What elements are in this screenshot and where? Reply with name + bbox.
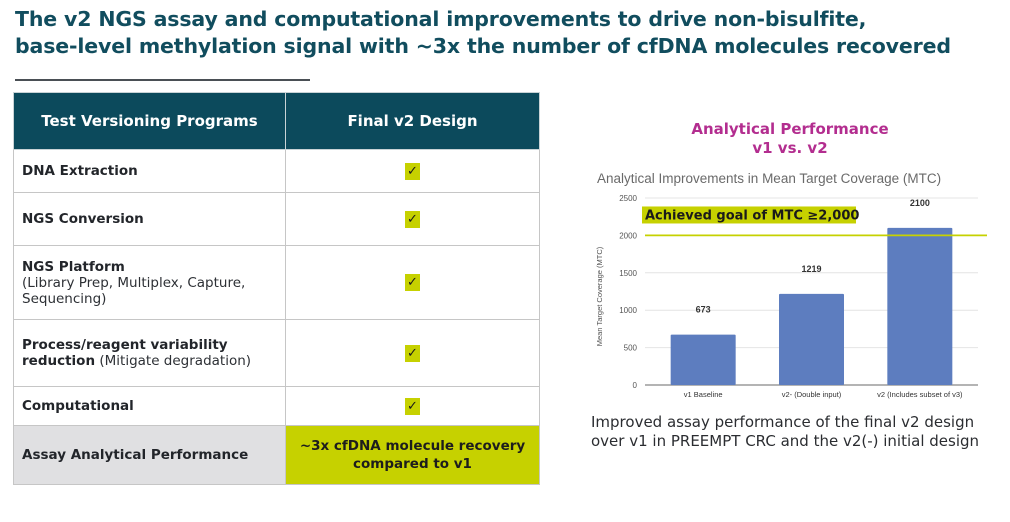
table-row: NGS Conversion ✓ (13, 192, 540, 246)
x-tick-label: v2- (Double input) (782, 390, 842, 399)
chart-panel-heading-line-1: Analytical Performance (691, 120, 889, 138)
y-tick-label: 1000 (619, 306, 637, 315)
data-label: 1219 (801, 264, 821, 274)
program-cell: Computational (13, 386, 286, 426)
header-final-design: Final v2 Design (285, 92, 540, 150)
program-cell: NGS Platform (Library Prep, Multiplex, C… (13, 245, 286, 320)
chart-labels: 0 500 1000 1500 2000 2500 Mean Target Coverage… (595, 194, 963, 399)
goal-label-background (642, 206, 856, 224)
table-row: DNA Extraction ✓ (13, 149, 540, 193)
summary-value-line-1: ~3x cfDNA molecule recovery (299, 438, 526, 454)
goal-label: Achieved goal of MTC ≥2,000 (645, 208, 859, 223)
program-name: DNA Extraction (22, 163, 138, 179)
table-row: Process/reagent variability reduction (M… (13, 319, 540, 387)
table-row: Computational ✓ (13, 386, 540, 426)
chart-bars (670, 227, 953, 385)
data-label: 673 (696, 305, 711, 315)
chart-caption: Improved assay performance of the final … (591, 413, 1001, 451)
program-name: NGS Conversion (22, 211, 144, 227)
program-cell: DNA Extraction (13, 149, 286, 193)
status-cell: ✓ (285, 319, 540, 387)
program-name: Process/reagent variability reduction (22, 337, 228, 369)
table-header-row: Test Versioning Programs Final v2 Design (13, 92, 540, 150)
summary-row: Assay Analytical Performance ~3x cfDNA m… (13, 425, 540, 485)
bar (779, 293, 844, 385)
bar (670, 334, 736, 385)
title-divider (15, 79, 310, 81)
data-label: 2100 (910, 198, 930, 208)
program-cell: NGS Conversion (13, 192, 286, 246)
table-row: NGS Platform (Library Prep, Multiplex, C… (13, 245, 540, 320)
chart-panel-heading-line-2: v1 vs. v2 (752, 139, 828, 157)
design-table: Test Versioning Programs Final v2 Design… (13, 92, 540, 485)
summary-value: ~3x cfDNA molecule recovery compared to … (285, 425, 540, 485)
slide-title-line-2: base-level methylation signal with ~3x t… (15, 34, 951, 58)
x-tick-label: v1 Baseline (684, 390, 723, 399)
slide-title: The v2 NGS assay and computational impro… (15, 6, 1005, 60)
program-detail: (Library Prep, Multiplex, Capture, Seque… (22, 274, 246, 307)
y-tick-label: 1500 (619, 269, 637, 278)
status-cell: ✓ (285, 386, 540, 426)
summary-value-line-2: compared to v1 (353, 456, 472, 472)
chart-panel-heading: Analytical Performance v1 vs. v2 (640, 120, 940, 158)
y-tick-label: 2500 (619, 194, 637, 203)
y-axis-label: Mean Target Coverage (MTC) (595, 246, 604, 346)
checkmark-icon: ✓ (405, 210, 420, 228)
header-programs: Test Versioning Programs (13, 92, 286, 150)
x-tick-label: v2 (Includes subset of v3) (877, 390, 963, 399)
program-name: Computational (22, 398, 134, 414)
summary-label: Assay Analytical Performance (13, 425, 286, 485)
chart-caption-line-1: Improved assay performance of the final … (591, 413, 975, 431)
program-cell: Process/reagent variability reduction (M… (13, 319, 286, 387)
checkmark-icon: ✓ (405, 344, 420, 362)
status-cell: ✓ (285, 149, 540, 193)
chart-caption-line-2: over v1 in PREEMPT CRC and the v2(-) ini… (591, 432, 980, 450)
chart-title: Analytical Improvements in Mean Target C… (597, 171, 942, 186)
checkmark-icon: ✓ (405, 162, 420, 180)
y-tick-label: 2000 (619, 231, 637, 240)
checkmark-icon: ✓ (405, 397, 420, 415)
checkmark-icon: ✓ (405, 274, 420, 291)
program-detail: (Mitigate degradation) (99, 353, 252, 369)
program-name: NGS Platform (22, 258, 125, 275)
status-cell: ✓ (285, 192, 540, 246)
y-tick-label: 0 (633, 381, 638, 390)
mtc-bar-chart: Achieved goal of MTC ≥2,000 0 500 1000 1500… (595, 194, 987, 399)
y-tick-label: 500 (624, 344, 638, 353)
slide-title-line-1: The v2 NGS assay and computational impro… (15, 7, 867, 31)
status-cell: ✓ (285, 245, 540, 320)
chart-reference-line-group: Achieved goal of MTC ≥2,000 (642, 206, 987, 237)
bar (887, 227, 953, 385)
